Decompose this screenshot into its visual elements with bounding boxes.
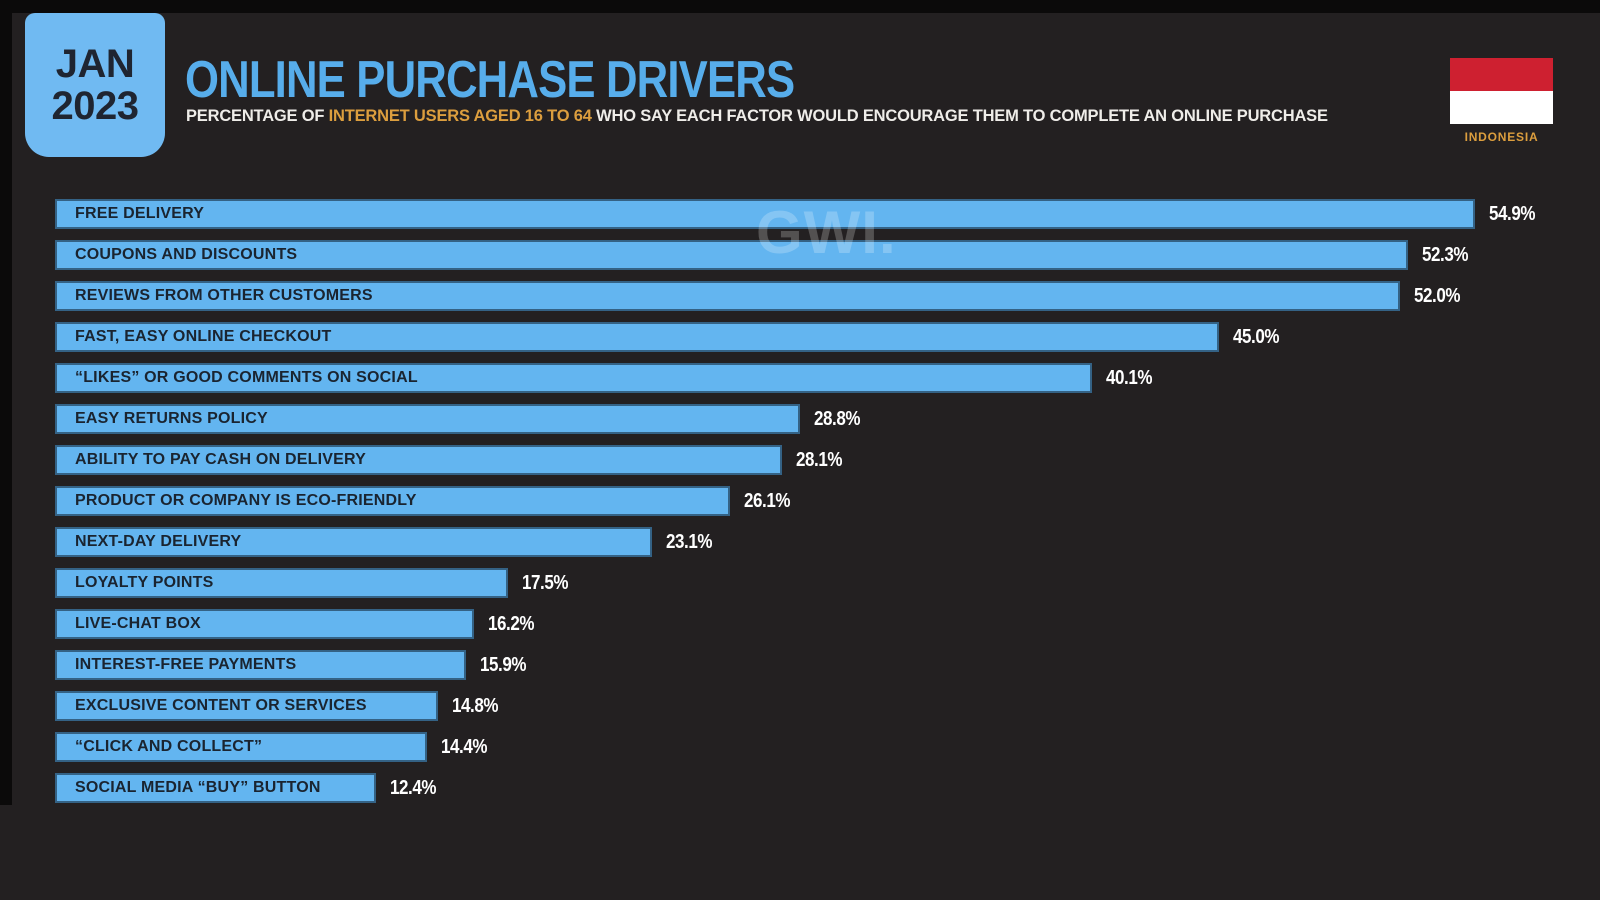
bar-row: SOCIAL MEDIA “BUY” BUTTON 12.4% <box>55 773 1600 803</box>
indonesia-flag <box>1450 58 1553 124</box>
bar-row: “CLICK AND COLLECT” 14.4% <box>55 732 1600 762</box>
bar-chart: FREE DELIVERY 54.9% COUPONS AND DISCOUNTS 5… <box>55 199 1600 832</box>
bar-value-label: 52.3% <box>1422 243 1469 266</box>
bar-value-label: 14.4% <box>441 735 488 758</box>
subtitle-suffix: WHO SAY EACH FACTOR WOULD ENCOURAGE THEM… <box>591 106 1328 125</box>
bar-category-label: INTEREST-FREE PAYMENTS <box>75 656 297 673</box>
bar-category-label: LOYALTY POINTS <box>75 574 214 591</box>
bar: FAST, EASY ONLINE CHECKOUT <box>55 322 1219 352</box>
bar: EASY RETURNS POLICY <box>55 404 800 434</box>
bar-category-label: LIVE-CHAT BOX <box>75 615 201 632</box>
date-badge-year: 2023 <box>51 84 139 128</box>
bar: EXCLUSIVE CONTENT OR SERVICES <box>55 691 438 721</box>
date-badge-month: JAN <box>55 41 135 86</box>
bar-value-label: 45.0% <box>1233 325 1280 348</box>
bar-row: FREE DELIVERY 54.9% <box>55 199 1600 229</box>
bar-value-label: 52.0% <box>1414 284 1461 307</box>
bar: REVIEWS FROM OTHER CUSTOMERS <box>55 281 1400 311</box>
bar-category-label: “CLICK AND COLLECT” <box>75 738 263 755</box>
bar-category-label: ABILITY TO PAY CASH ON DELIVERY <box>75 451 366 468</box>
bar: NEXT-DAY DELIVERY <box>55 527 652 557</box>
letterbox-left <box>0 13 12 805</box>
bar-row: EASY RETURNS POLICY 28.8% <box>55 404 1600 434</box>
bar-value-label: 54.9% <box>1489 202 1536 225</box>
bar: LOYALTY POINTS <box>55 568 508 598</box>
bar-value-label: 28.8% <box>814 407 861 430</box>
bar-row: “LIKES” OR GOOD COMMENTS ON SOCIAL 40.1% <box>55 363 1600 393</box>
bar-category-label: EXCLUSIVE CONTENT OR SERVICES <box>75 697 367 714</box>
page-title: ONLINE PURCHASE DRIVERS <box>185 51 795 109</box>
bar-value-label: 40.1% <box>1106 366 1153 389</box>
bar-category-label: “LIKES” OR GOOD COMMENTS ON SOCIAL <box>75 369 418 386</box>
bar: FREE DELIVERY <box>55 199 1475 229</box>
bar-value-label: 26.1% <box>744 489 791 512</box>
bar-row: REVIEWS FROM OTHER CUSTOMERS 52.0% <box>55 281 1600 311</box>
subtitle-prefix: PERCENTAGE OF <box>186 106 329 125</box>
bar-category-label: FAST, EASY ONLINE CHECKOUT <box>75 328 332 345</box>
bar-category-label: NEXT-DAY DELIVERY <box>75 533 242 550</box>
bar: PRODUCT OR COMPANY IS ECO-FRIENDLY <box>55 486 730 516</box>
bar-row: COUPONS AND DISCOUNTS 52.3% <box>55 240 1600 270</box>
bar-value-label: 14.8% <box>452 694 499 717</box>
bar: LIVE-CHAT BOX <box>55 609 474 639</box>
flag-white-band <box>1450 91 1553 124</box>
country-label: INDONESIA <box>1464 130 1539 144</box>
bar-row: EXCLUSIVE CONTENT OR SERVICES 14.8% <box>55 691 1600 721</box>
letterbox-top <box>0 0 1600 13</box>
bar-category-label: COUPONS AND DISCOUNTS <box>75 246 298 263</box>
bar-value-label: 15.9% <box>480 653 527 676</box>
bar-value-label: 16.2% <box>488 612 535 635</box>
bar-value-label: 28.1% <box>796 448 843 471</box>
bar-row: LIVE-CHAT BOX 16.2% <box>55 609 1600 639</box>
bar: INTEREST-FREE PAYMENTS <box>55 650 466 680</box>
bar: ABILITY TO PAY CASH ON DELIVERY <box>55 445 782 475</box>
bar: COUPONS AND DISCOUNTS <box>55 240 1408 270</box>
bar-category-label: EASY RETURNS POLICY <box>75 410 268 427</box>
bar-value-label: 12.4% <box>390 776 437 799</box>
gwi-watermark: GWI. <box>756 199 897 266</box>
bar-row: ABILITY TO PAY CASH ON DELIVERY 28.1% <box>55 445 1600 475</box>
bar: “LIKES” OR GOOD COMMENTS ON SOCIAL <box>55 363 1092 393</box>
subtitle: PERCENTAGE OF INTERNET USERS AGED 16 TO … <box>186 106 1328 126</box>
bar: SOCIAL MEDIA “BUY” BUTTON <box>55 773 376 803</box>
bar-row: NEXT-DAY DELIVERY 23.1% <box>55 527 1600 557</box>
bar-row: PRODUCT OR COMPANY IS ECO-FRIENDLY 26.1% <box>55 486 1600 516</box>
bar: “CLICK AND COLLECT” <box>55 732 427 762</box>
bar-value-label: 23.1% <box>666 530 713 553</box>
bar-row: INTEREST-FREE PAYMENTS 15.9% <box>55 650 1600 680</box>
flag-red-band <box>1450 58 1553 91</box>
bar-value-label: 17.5% <box>522 571 569 594</box>
bar-category-label: FREE DELIVERY <box>75 205 205 222</box>
date-badge: JAN 2023 <box>25 13 165 157</box>
bar-category-label: PRODUCT OR COMPANY IS ECO-FRIENDLY <box>75 492 417 509</box>
subtitle-highlight: INTERNET USERS AGED 16 TO 64 <box>328 106 592 125</box>
bar-row: FAST, EASY ONLINE CHECKOUT 45.0% <box>55 322 1600 352</box>
bar-row: LOYALTY POINTS 17.5% <box>55 568 1600 598</box>
bar-category-label: SOCIAL MEDIA “BUY” BUTTON <box>75 779 321 796</box>
bar-category-label: REVIEWS FROM OTHER CUSTOMERS <box>75 287 373 304</box>
